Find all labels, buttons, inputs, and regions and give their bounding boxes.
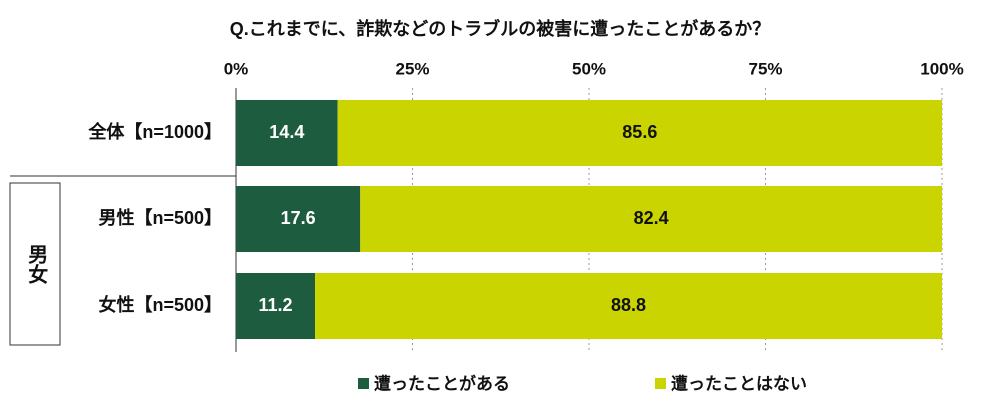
bar-segment: [236, 273, 316, 339]
x-tick-label: 25%: [395, 59, 429, 78]
bar-segment: [315, 273, 942, 339]
x-tick-label: 100%: [920, 59, 963, 78]
y-tick-label: 男性【n=500】: [98, 207, 222, 228]
y-tick-label: 全体【n=1000】: [87, 121, 222, 142]
bar-segment: [236, 186, 361, 252]
x-tick-label: 75%: [748, 59, 782, 78]
bar-segment: [337, 100, 942, 166]
data-label: 85.6: [622, 122, 657, 142]
x-tick-label: 0%: [224, 59, 249, 78]
legend-label: 遭ったことがある: [374, 373, 510, 393]
chart-title: Q.これまでに、詐欺などのトラブルの被害に遭ったことがあるか？: [230, 18, 770, 39]
legend-swatch: [655, 378, 666, 389]
data-label: 11.2: [259, 295, 293, 315]
y-tick-label: 女性【n=500】: [98, 294, 222, 315]
bar-segment: [236, 100, 338, 166]
data-label: 17.6: [281, 208, 316, 228]
bar-segment: [360, 186, 943, 252]
data-label: 88.8: [611, 295, 646, 315]
group-box: [9, 182, 61, 346]
x-tick-label: 50%: [572, 59, 606, 78]
group-label: 男女: [25, 244, 48, 285]
legend-swatch: [358, 378, 369, 389]
data-label: 14.4: [269, 122, 304, 142]
data-label: 82.4: [634, 208, 669, 228]
legend-label: 遭ったことはない: [671, 373, 807, 393]
